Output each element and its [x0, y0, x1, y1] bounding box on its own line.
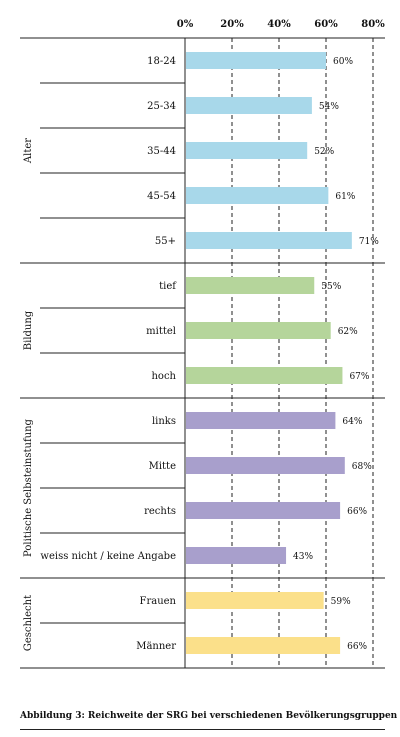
value-label: 54% — [319, 102, 339, 112]
category-label: 18-24 — [147, 56, 176, 67]
bar — [186, 412, 336, 429]
x-tick-label: 20% — [220, 19, 244, 30]
category-label: tief — [159, 281, 177, 292]
bar-chart: 0% 20% 40% 60% 80% 18-24 60% 25-34 54% 35-44 52% 45… — [20, 19, 385, 669]
category-label: Frauen — [140, 596, 177, 607]
category-label: links — [152, 416, 176, 427]
value-label: 43% — [293, 552, 313, 562]
category-label: Mitte — [149, 461, 176, 472]
category-label: mittel — [146, 326, 176, 337]
bar — [186, 502, 341, 519]
value-label: 52% — [314, 147, 334, 157]
x-tick-label: 40% — [267, 19, 291, 30]
value-label: 55% — [321, 282, 341, 292]
category-label: rechts — [144, 506, 176, 517]
category-label: 35-44 — [147, 146, 176, 157]
bar — [186, 187, 329, 204]
bar — [186, 322, 331, 339]
value-label: 60% — [333, 57, 353, 67]
group-label: Alter — [23, 138, 34, 164]
bar — [186, 97, 312, 114]
value-label: 66% — [347, 642, 367, 652]
bar — [186, 547, 287, 564]
category-label: 55+ — [155, 236, 176, 247]
value-label: 59% — [331, 597, 351, 607]
bar — [186, 367, 343, 384]
x-tick-label: 80% — [361, 19, 385, 30]
value-label: 66% — [347, 507, 367, 517]
bar — [186, 592, 324, 609]
value-label: 64% — [342, 417, 362, 427]
category-label: Männer — [136, 641, 176, 652]
value-label: 71% — [359, 237, 379, 247]
caption-divider — [20, 729, 385, 730]
group-label: Politische Selbsteinstufung — [23, 418, 34, 556]
value-label: 61% — [335, 192, 355, 202]
bar — [186, 142, 308, 159]
category-label: hoch — [151, 371, 176, 382]
bar — [186, 52, 326, 69]
category-label: 45-54 — [147, 191, 176, 202]
x-tick-label: 0% — [177, 19, 194, 30]
value-label: 67% — [349, 372, 369, 382]
bar — [186, 232, 352, 249]
bar — [186, 277, 315, 294]
category-label: weiss nicht / keine Angabe — [40, 551, 176, 562]
bar — [186, 637, 341, 654]
value-label: 68% — [352, 462, 372, 472]
bar — [186, 457, 345, 474]
group-label: Bildung — [23, 310, 34, 350]
x-tick-label: 60% — [314, 19, 338, 30]
group-label: Geschlecht — [23, 595, 34, 651]
value-label: 62% — [338, 327, 358, 337]
category-label: 25-34 — [147, 101, 176, 112]
figure-caption: Abbildung 3: Reichweite der SRG bei vers… — [20, 711, 398, 721]
